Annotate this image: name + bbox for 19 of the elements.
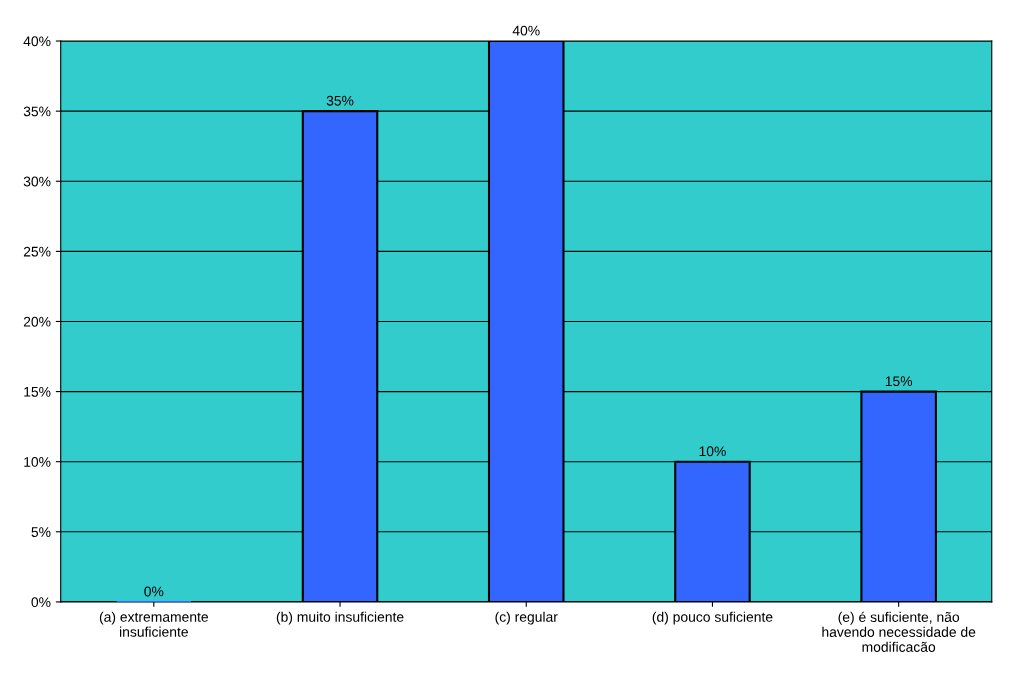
y-tick-label: 10% (24, 457, 51, 467)
x-tick-label: (a) extremamente insuficiente (99, 611, 209, 637)
data-label: 15% (885, 376, 913, 387)
data-label: 40% (512, 25, 540, 36)
y-tick-label: 40% (23, 36, 51, 47)
y-tick-label: 30% (23, 176, 51, 187)
y-tick-label: 0% (31, 597, 51, 608)
x-tick-label: (d) pouco suficiente (652, 611, 773, 625)
y-tick-label: 25% (23, 246, 51, 257)
y-tick-label: 35% (23, 106, 51, 117)
data-label: 10% (699, 446, 726, 457)
x-tick-label: (b) muito insuficiente (276, 611, 404, 625)
y-tick-label: 20% (23, 316, 51, 327)
data-label: 0% (144, 586, 164, 597)
y-tick-label: 5% (31, 527, 51, 537)
x-tick-label: (c) regular (495, 611, 558, 625)
x-tick-label: (e) é suficiente, não havendo necessidade de modificacão (822, 611, 976, 652)
data-label: 35% (326, 95, 354, 106)
y-tick-label: 15% (24, 386, 51, 397)
